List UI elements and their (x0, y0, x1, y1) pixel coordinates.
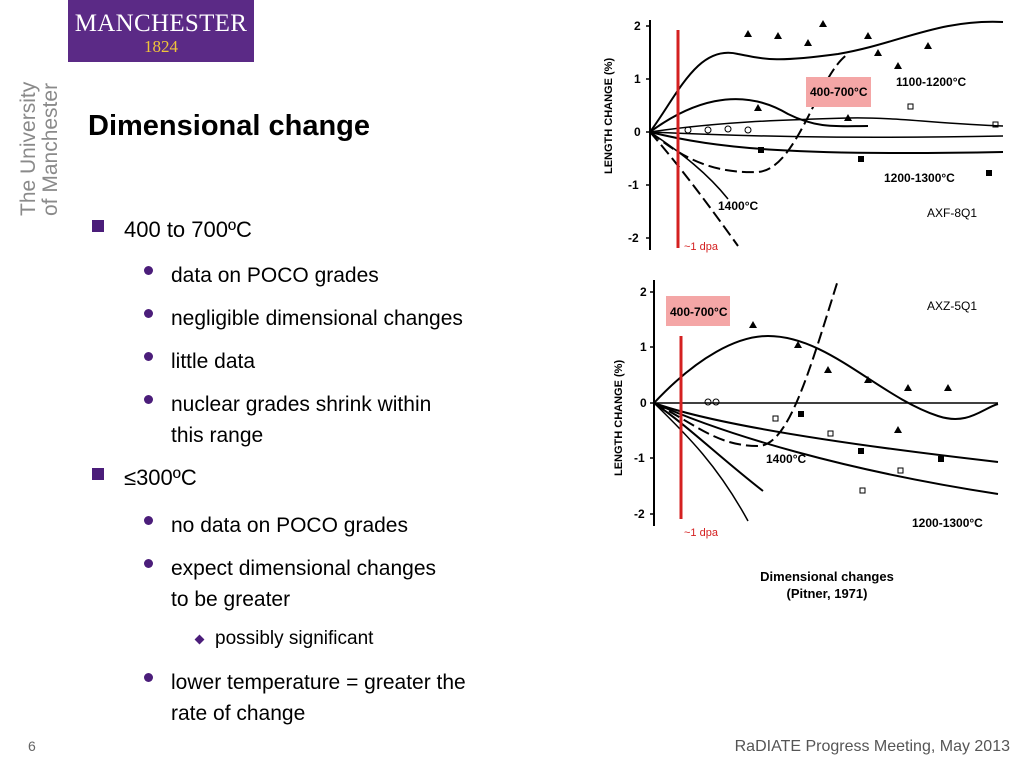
highlight-label: 400-700°C (670, 305, 728, 319)
slide-title: Dimensional change (88, 110, 371, 142)
bullet-2-1: no data on POCO grades (171, 514, 408, 537)
ytick-minus2: -2 (628, 231, 639, 245)
chart-axf-8q1: LENGTH CHANGE (%) 2 1 0 -1 -2 400-700°C … (603, 19, 1004, 253)
curve-1200-1300 (653, 402, 999, 495)
curve-1400 (649, 131, 739, 247)
bullet-1: 400 to 700ºC (124, 217, 252, 242)
figure-caption: Dimensional changes (Pitner, 1971) (717, 568, 937, 602)
ytick-0: 0 (634, 125, 641, 139)
ytick-0: 0 (640, 396, 647, 410)
bullet-2-2a: expect dimensional changes (171, 557, 437, 580)
bullet-1-3: little data (171, 350, 256, 373)
bullet-2-2b: to be greater (171, 588, 291, 611)
bullet-1-4b: this range (171, 424, 264, 447)
curve-400-700 (649, 98, 869, 133)
caption-line2: (Pitner, 1971) (786, 586, 868, 601)
curve-1100-1200 (649, 20, 1004, 133)
bullet-dot-icon (144, 352, 153, 361)
page-number: 6 (28, 738, 36, 754)
logo-name: MANCHESTER (74, 10, 248, 37)
ylabel: LENGTH CHANGE (%) (603, 58, 615, 174)
highlight-box (666, 296, 730, 326)
bullet-2-3a: lower temperature = greater the (171, 671, 466, 694)
series-label-1200-1300: 1200-1300°C (884, 171, 955, 185)
highlight-box (806, 77, 871, 107)
dpa-label: ~1 dpa (684, 527, 719, 539)
bullet-dot-icon (144, 266, 153, 275)
side-text-line1: The University (17, 81, 40, 216)
university-logo: MANCHESTER 1824 (68, 0, 254, 62)
bullet-1-4a: nuclear grades shrink within (171, 393, 432, 416)
data-points (704, 321, 952, 494)
curve-flat-2 (649, 131, 1004, 138)
ytick-minus2: -2 (634, 507, 645, 521)
curve-1200-1300 (649, 131, 1004, 155)
bullet-dot-icon (144, 395, 153, 404)
bullet-dot-icon (144, 559, 153, 568)
ytick-minus1: -1 (634, 451, 645, 465)
bullet-2: ≤300ºC (124, 465, 197, 490)
curve-1400 (653, 402, 764, 492)
highlight-label: 400-700°C (810, 85, 868, 99)
series-label-1200-1300: 1200-1300°C (912, 516, 983, 530)
curve-400-700 (653, 334, 999, 420)
caption-line1: Dimensional changes (760, 569, 894, 584)
curve-dashed-up (653, 279, 839, 448)
curve-mid (653, 402, 999, 463)
bullet-dot-icon (144, 516, 153, 525)
chart-title: AXF-8Q1 (927, 206, 977, 220)
bullet-dot-icon (144, 673, 153, 682)
chart-title: AXZ-5Q1 (927, 299, 977, 313)
footer-text: RaDIATE Progress Meeting, May 2013 (734, 738, 1010, 755)
bullet-diamond-icon (194, 634, 205, 645)
curve-1400-solid (649, 131, 729, 200)
university-side-text: The University of Manchester (17, 81, 62, 216)
bullet-square-icon (92, 220, 104, 232)
dpa-label: ~1 dpa (684, 241, 719, 253)
ytick-1: 1 (634, 72, 641, 86)
logo-year: 1824 (144, 37, 178, 56)
series-label-1100-1200: 1100-1200°C (896, 75, 967, 89)
chart-axz-5q1: LENGTH CHANGE (%) 2 1 0 -1 -2 400-700°C … (613, 279, 999, 539)
bullet-dot-icon (144, 309, 153, 318)
ytick-minus1: -1 (628, 178, 639, 192)
bullet-1-2: negligible dimensional changes (171, 307, 463, 330)
ylabel: LENGTH CHANGE (%) (613, 360, 625, 476)
ytick-2: 2 (634, 19, 641, 33)
ytick-1: 1 (640, 340, 647, 354)
data-points (684, 20, 999, 176)
series-label-1400: 1400°C (766, 452, 806, 466)
series-label-1400: 1400°C (718, 199, 758, 213)
bullet-2-3b: rate of change (171, 702, 306, 725)
side-text-line2: of Manchester (39, 82, 62, 216)
bullet-1-1: data on POCO grades (171, 264, 379, 287)
bullet-2-2-1: possibly significant (215, 628, 374, 649)
ytick-2: 2 (640, 285, 647, 299)
curve-1400-b (653, 402, 749, 522)
bullet-square-icon (92, 468, 104, 480)
